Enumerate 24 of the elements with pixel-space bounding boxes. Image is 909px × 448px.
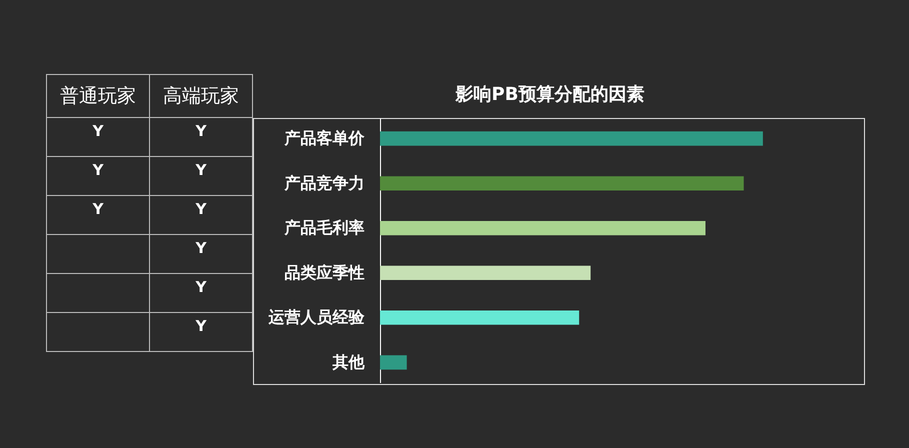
text: Y <box>92 161 104 179</box>
text: Y <box>196 200 206 218</box>
y-tick-label: 产品客单价 <box>284 128 366 148</box>
y-tick-label: 品类应季性 <box>284 262 364 282</box>
chart-title: 影响PB预算分配的因素 <box>454 84 644 105</box>
text: Y <box>92 200 104 218</box>
text: Y <box>196 122 206 140</box>
text: Y <box>196 278 206 296</box>
y-tick-label: 产品毛利率 <box>284 218 364 238</box>
text: Y <box>196 317 206 335</box>
bar <box>380 310 580 325</box>
bar <box>380 220 706 236</box>
text: Y <box>196 239 206 257</box>
y-tick-label: 运营人员经验 <box>268 308 366 327</box>
text: Y <box>92 122 104 140</box>
category-label: 普通玩家 <box>46 74 150 118</box>
bar <box>380 131 763 146</box>
bar <box>380 176 744 191</box>
bar <box>380 355 407 370</box>
y-tick-label: 其他 <box>332 352 366 372</box>
category-label: 高端玩家 <box>150 74 252 118</box>
y-tick-label: 产品竞争力 <box>284 173 364 192</box>
text: Y <box>196 161 206 179</box>
bar <box>380 266 591 280</box>
